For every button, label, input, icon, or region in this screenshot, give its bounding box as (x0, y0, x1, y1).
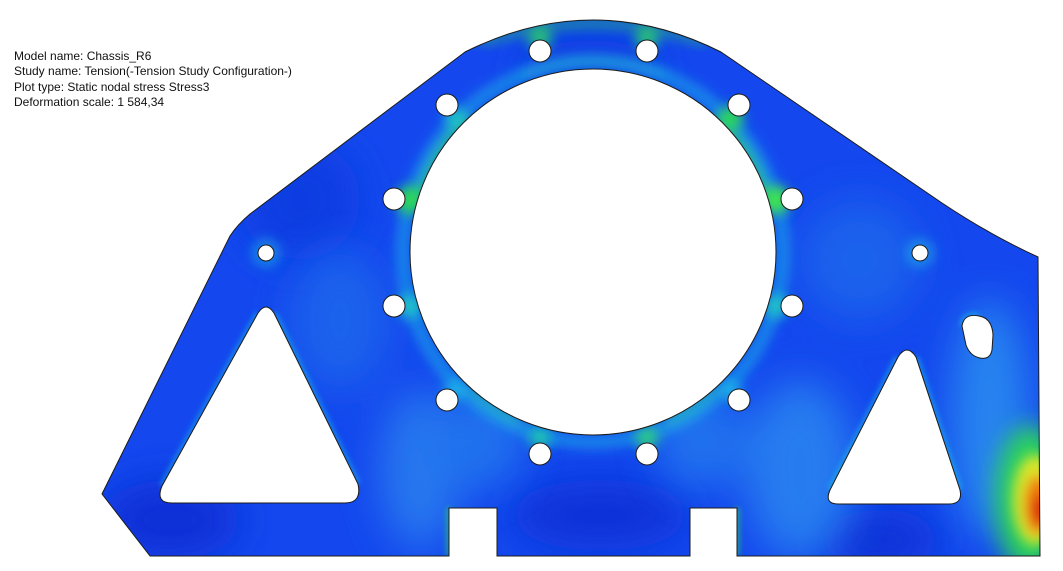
small-hole-right (911, 244, 929, 262)
triangle-cutout-right (827, 349, 961, 505)
part-outline (101, 19, 1041, 557)
small-hole-left (257, 244, 275, 262)
deformation-scale-label: Deformation scale: 1 584,34 (14, 94, 165, 109)
model-name-label: Model name: Chassis_R6 (14, 49, 152, 63)
bolt-hole (528, 39, 552, 63)
bolt-hole (382, 187, 406, 211)
bolt-hole (528, 442, 552, 466)
bolt-hole (780, 294, 804, 318)
bolt-hole (727, 388, 751, 412)
bolt-hole (780, 187, 804, 211)
plot-info-annotation: Model name: Chassis_R6 Study name: Tensi… (14, 49, 292, 110)
plot-type-label: Plot type: Static nodal stress Stress3 (14, 79, 210, 94)
bolt-hole (635, 442, 659, 466)
bolt-hole (382, 294, 406, 318)
study-name-label: Study name: Tension(-Tension Study Confi… (14, 64, 292, 79)
slot-cutout-right (961, 315, 994, 359)
triangle-cutout-left (159, 306, 360, 504)
bolt-hole (635, 39, 659, 63)
central-bore (409, 68, 777, 436)
stress-contour-fill (102, 20, 1040, 556)
bolt-hole (435, 388, 459, 412)
bolt-hole (727, 93, 751, 117)
bolt-hole (435, 93, 459, 117)
